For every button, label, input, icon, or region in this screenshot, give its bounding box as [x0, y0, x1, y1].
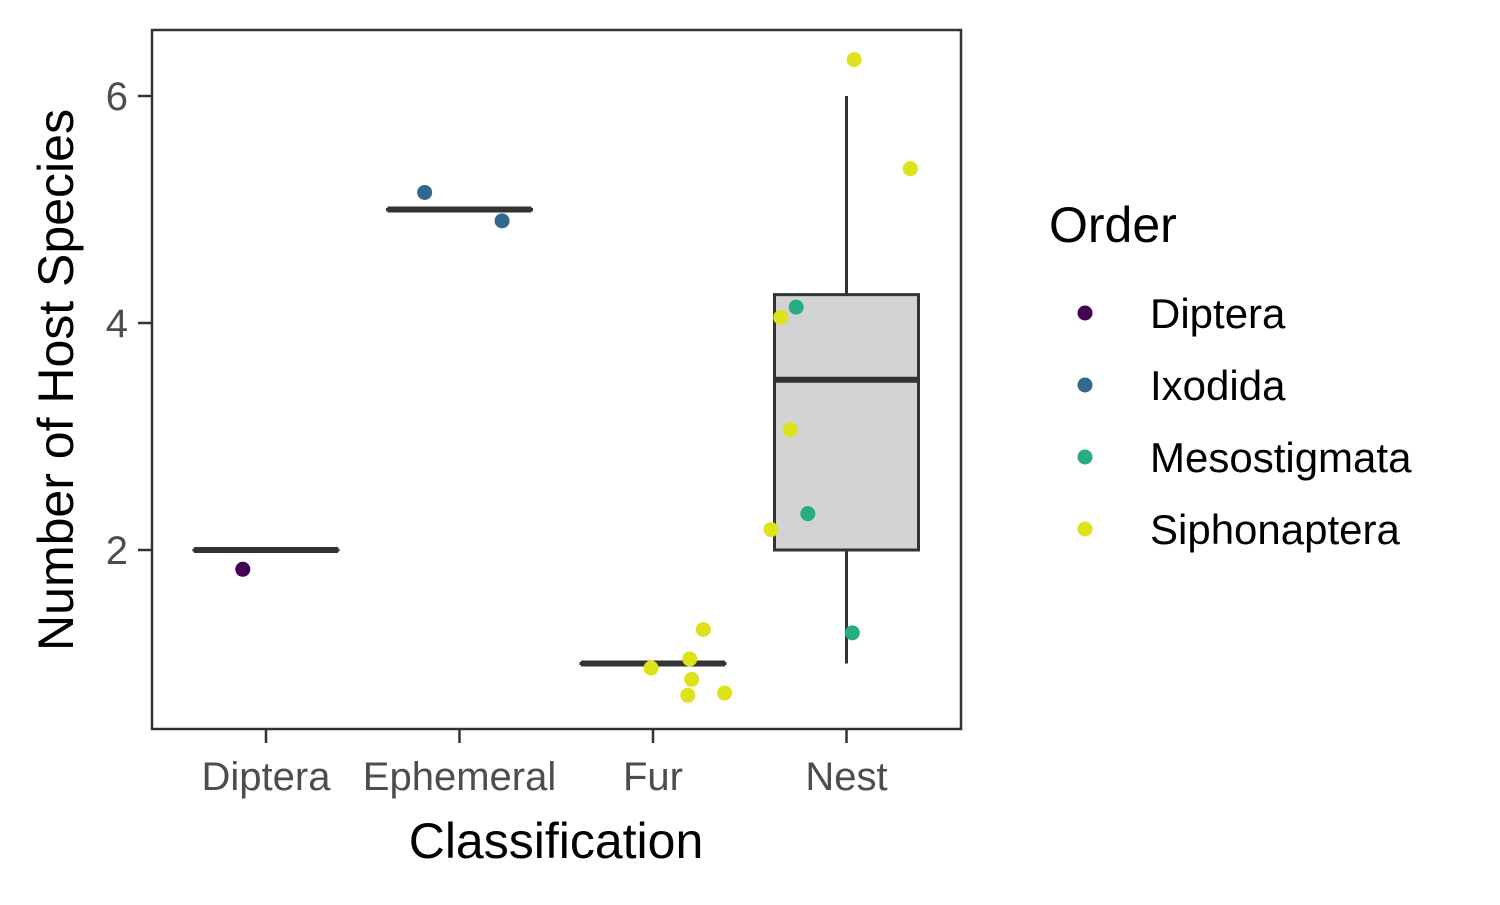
y-tick-label: 2 [106, 529, 128, 573]
data-point-siphonaptera [783, 422, 798, 437]
legend-items: Diptera Ixodida Mesostigmata Siphonaptera [1078, 290, 1413, 553]
data-point-ixodida [417, 185, 432, 200]
legend-label: Mesostigmata [1150, 434, 1412, 481]
boxplot-layer [194, 96, 919, 664]
legend-key [1078, 378, 1093, 393]
x-axis: Diptera Ephemeral Fur Nest [202, 729, 888, 799]
x-tick-label: Fur [623, 755, 683, 799]
data-point-siphonaptera [773, 310, 788, 325]
data-point-mesostigmata [789, 300, 804, 315]
legend-item-siphonaptera: Siphonaptera [1078, 506, 1401, 553]
data-point-siphonaptera [764, 522, 779, 537]
data-point-siphonaptera [696, 622, 711, 637]
data-point-siphonaptera [717, 686, 732, 701]
legend-key [1078, 522, 1093, 537]
data-point-diptera [235, 562, 250, 577]
data-point-siphonaptera [682, 651, 697, 666]
legend-label: Ixodida [1150, 362, 1286, 409]
y-tick-label: 4 [106, 302, 128, 346]
y-tick-label: 6 [106, 75, 128, 119]
x-tick-label: Nest [805, 755, 887, 799]
legend-key [1078, 306, 1093, 321]
data-point-mesostigmata [845, 625, 860, 640]
x-tick-label: Diptera [202, 755, 332, 799]
legend-label: Siphonaptera [1150, 506, 1401, 553]
x-tick-label: Ephemeral [363, 755, 556, 799]
legend-title: Order [1049, 197, 1177, 253]
box-nest [775, 96, 919, 664]
data-point-siphonaptera [684, 672, 699, 687]
y-axis-title: Number of Host Species [28, 109, 84, 651]
data-point-siphonaptera [847, 52, 862, 67]
legend-label: Diptera [1150, 290, 1286, 337]
data-point-ixodida [495, 213, 510, 228]
data-point-siphonaptera [680, 688, 695, 703]
legend-item-ixodida: Ixodida [1078, 362, 1287, 409]
data-point-mesostigmata [800, 506, 815, 521]
box-iqr [775, 295, 919, 550]
legend-key [1078, 450, 1093, 465]
data-point-siphonaptera [903, 161, 918, 176]
data-point-siphonaptera [644, 661, 659, 676]
legend-item-diptera: Diptera [1078, 290, 1287, 337]
y-axis: 2 4 6 [106, 75, 152, 573]
x-axis-title: Classification [409, 813, 704, 869]
legend-item-mesostigmata: Mesostigmata [1078, 434, 1413, 481]
legend: Order Diptera Ixodida Mesostigmata Siphonap… [1049, 197, 1412, 553]
